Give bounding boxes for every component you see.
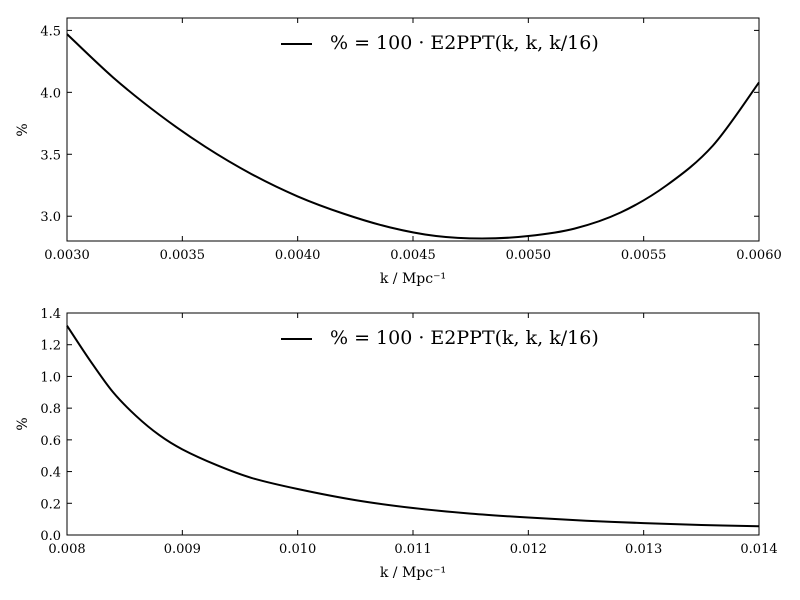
- top-chart-series-line: [66, 33, 760, 240]
- bottom-chart-series-line: [66, 325, 760, 528]
- bottom-chart-x-tick-label: 0.014: [740, 542, 777, 557]
- bottom-chart-y-axis-label: %: [15, 417, 31, 430]
- top-chart-x-tick-label: 0.0035: [160, 248, 206, 263]
- bottom-chart-y-tick-label: 0.4: [40, 466, 61, 481]
- top-chart-x-tick-label: 0.0040: [275, 248, 321, 263]
- top-chart-y-tick-label: 3.0: [40, 210, 61, 225]
- bottom-chart-y-tick-label: 1.0: [40, 370, 61, 385]
- bottom-chart-y-tick-label: 0.8: [40, 402, 61, 417]
- top-chart-x-tick-label: 0.0030: [44, 248, 90, 263]
- bottom-chart-x-tick-label: 0.011: [394, 542, 431, 557]
- bottom-chart-y-tick-label: 1.4: [40, 307, 61, 322]
- top-chart-y-tick-label: 3.5: [40, 148, 61, 163]
- top-chart-y-axis-label: %: [15, 123, 31, 136]
- top-chart-x-ticks: 0.0030 0.0035 0.0040 0.0045 0.0050 0.0055 0.00…: [44, 18, 782, 263]
- top-chart-y-tick-label: 4.5: [40, 24, 61, 39]
- top-chart-panel: 0.0030 0.0035 0.0040 0.0045 0.0050 0.0055 0.00…: [15, 17, 782, 287]
- top-chart-x-tick-label: 0.0050: [506, 248, 552, 263]
- bottom-chart-y-tick-label: 0.2: [40, 497, 61, 512]
- bottom-chart-legend: % = 100 · E2PPT(k, k, k/16): [281, 327, 599, 349]
- bottom-chart-legend-label: % = 100 · E2PPT(k, k, k/16): [330, 327, 599, 349]
- top-chart-y-ticks: 3.0 3.5 4.0 4.5: [40, 24, 759, 225]
- bottom-chart-y-tick-label: 1.2: [40, 339, 61, 354]
- bottom-chart-x-ticks: 0.008 0.009 0.010 0.011 0.012 0.013 0.014: [48, 313, 778, 557]
- bottom-chart-x-tick-label: 0.009: [164, 542, 201, 557]
- bottom-chart-panel: 0.008 0.009 0.010 0.011 0.012 0.013 0.014 0.00…: [15, 307, 778, 581]
- bottom-chart-x-tick-label: 0.013: [625, 542, 662, 557]
- bottom-chart-x-axis-label: k / Mpc⁻¹: [380, 565, 446, 581]
- top-chart-legend-label: % = 100 · E2PPT(k, k, k/16): [330, 32, 599, 54]
- top-chart-x-tick-label: 0.0055: [621, 248, 667, 263]
- top-chart-x-tick-label: 0.0045: [390, 248, 436, 263]
- bottom-chart-y-tick-label: 0.0: [40, 529, 61, 544]
- top-chart-x-axis-label: k / Mpc⁻¹: [380, 271, 446, 287]
- bottom-chart-y-tick-label: 0.6: [40, 434, 61, 449]
- top-chart-y-tick-label: 4.0: [40, 86, 61, 101]
- bottom-chart-x-tick-label: 0.010: [279, 542, 316, 557]
- top-chart-x-tick-label: 0.0060: [736, 248, 782, 263]
- bottom-chart-x-tick-label: 0.008: [48, 542, 85, 557]
- top-chart-legend: % = 100 · E2PPT(k, k, k/16): [281, 32, 599, 54]
- bottom-chart-x-tick-label: 0.012: [510, 542, 547, 557]
- bottom-chart-y-ticks: 0.0 0.2 0.4 0.6 0.8 1.0 1.2 1.4: [40, 307, 759, 544]
